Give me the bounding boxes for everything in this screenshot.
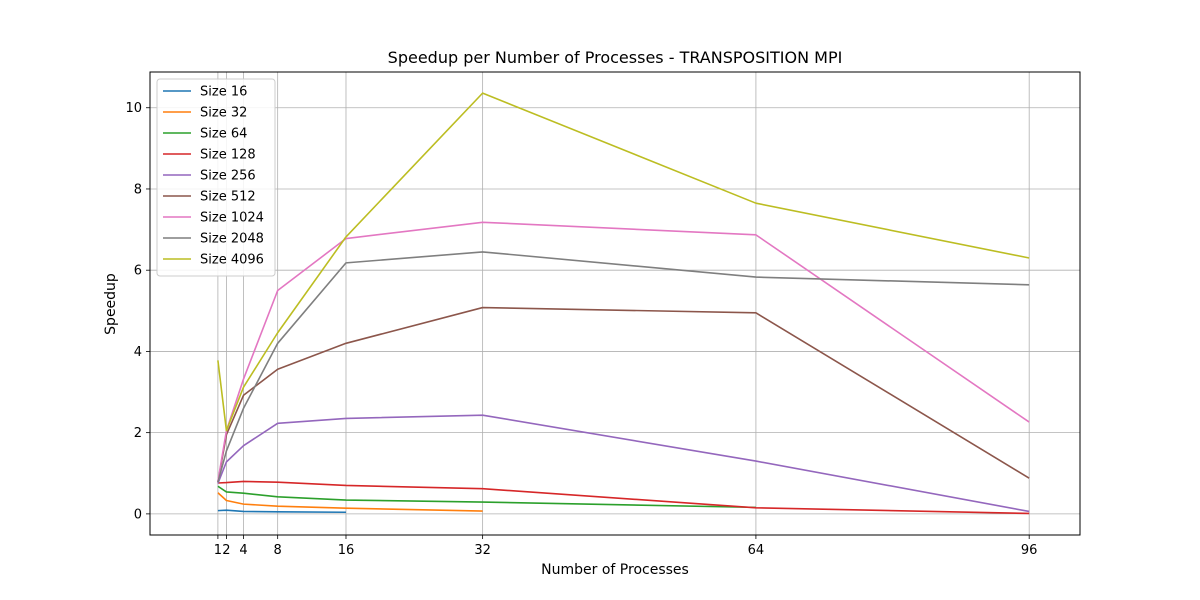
y-axis-label: Speedup	[103, 273, 119, 335]
legend-entry: Size 64	[200, 127, 247, 142]
legend-entry: Size 1024	[200, 211, 264, 226]
grid	[150, 72, 1080, 535]
x-tick-label: 8	[274, 543, 282, 558]
x-tick-label: 16	[338, 543, 355, 558]
x-tick-label: 4	[239, 543, 247, 558]
y-tick-label: 10	[125, 101, 142, 116]
x-tick-label: 2	[222, 543, 230, 558]
y-tick-label: 6	[134, 264, 142, 279]
x-tick-label: 1	[214, 543, 222, 558]
x-tick-label: 64	[748, 543, 765, 558]
series-line-size-512	[217, 306, 1030, 483]
legend-entry: Size 2048	[200, 232, 264, 247]
legend-entry: Size 32	[200, 106, 247, 121]
y-tick-label: 0	[134, 507, 142, 522]
series-line-size-64	[217, 485, 756, 509]
series-line-size-1024	[217, 221, 1030, 482]
x-axis-label: Number of Processes	[541, 562, 689, 578]
x-tick-label: 96	[1021, 543, 1038, 558]
legend-entry: Size 16	[200, 85, 247, 100]
legend-entry: Size 128	[200, 148, 256, 163]
x-tick-label: 32	[474, 543, 491, 558]
chart-title: Speedup per Number of Processes - TRANSP…	[388, 48, 843, 67]
y-tick-label: 2	[134, 426, 142, 441]
legend-entry: Size 4096	[200, 253, 264, 268]
series-line-size-256	[217, 414, 1030, 513]
series-line-size-4096	[217, 92, 1030, 432]
y-tick-label: 4	[134, 345, 142, 360]
series-line-size-32	[217, 492, 483, 512]
plot-frame	[149, 71, 1081, 536]
series-line-size-16	[217, 509, 346, 514]
legend-box	[156, 78, 276, 277]
series-line-size-2048	[217, 251, 1030, 483]
legend-entry: Size 256	[200, 169, 256, 184]
legend: Size 16 Size 32 Size 64 Size 128 Size 256 Siz…	[156, 78, 276, 277]
legend-entry: Size 512	[200, 190, 256, 205]
y-tick-label: 8	[134, 182, 142, 197]
series-lines	[217, 92, 1030, 515]
series-line-size-128	[217, 480, 1030, 515]
